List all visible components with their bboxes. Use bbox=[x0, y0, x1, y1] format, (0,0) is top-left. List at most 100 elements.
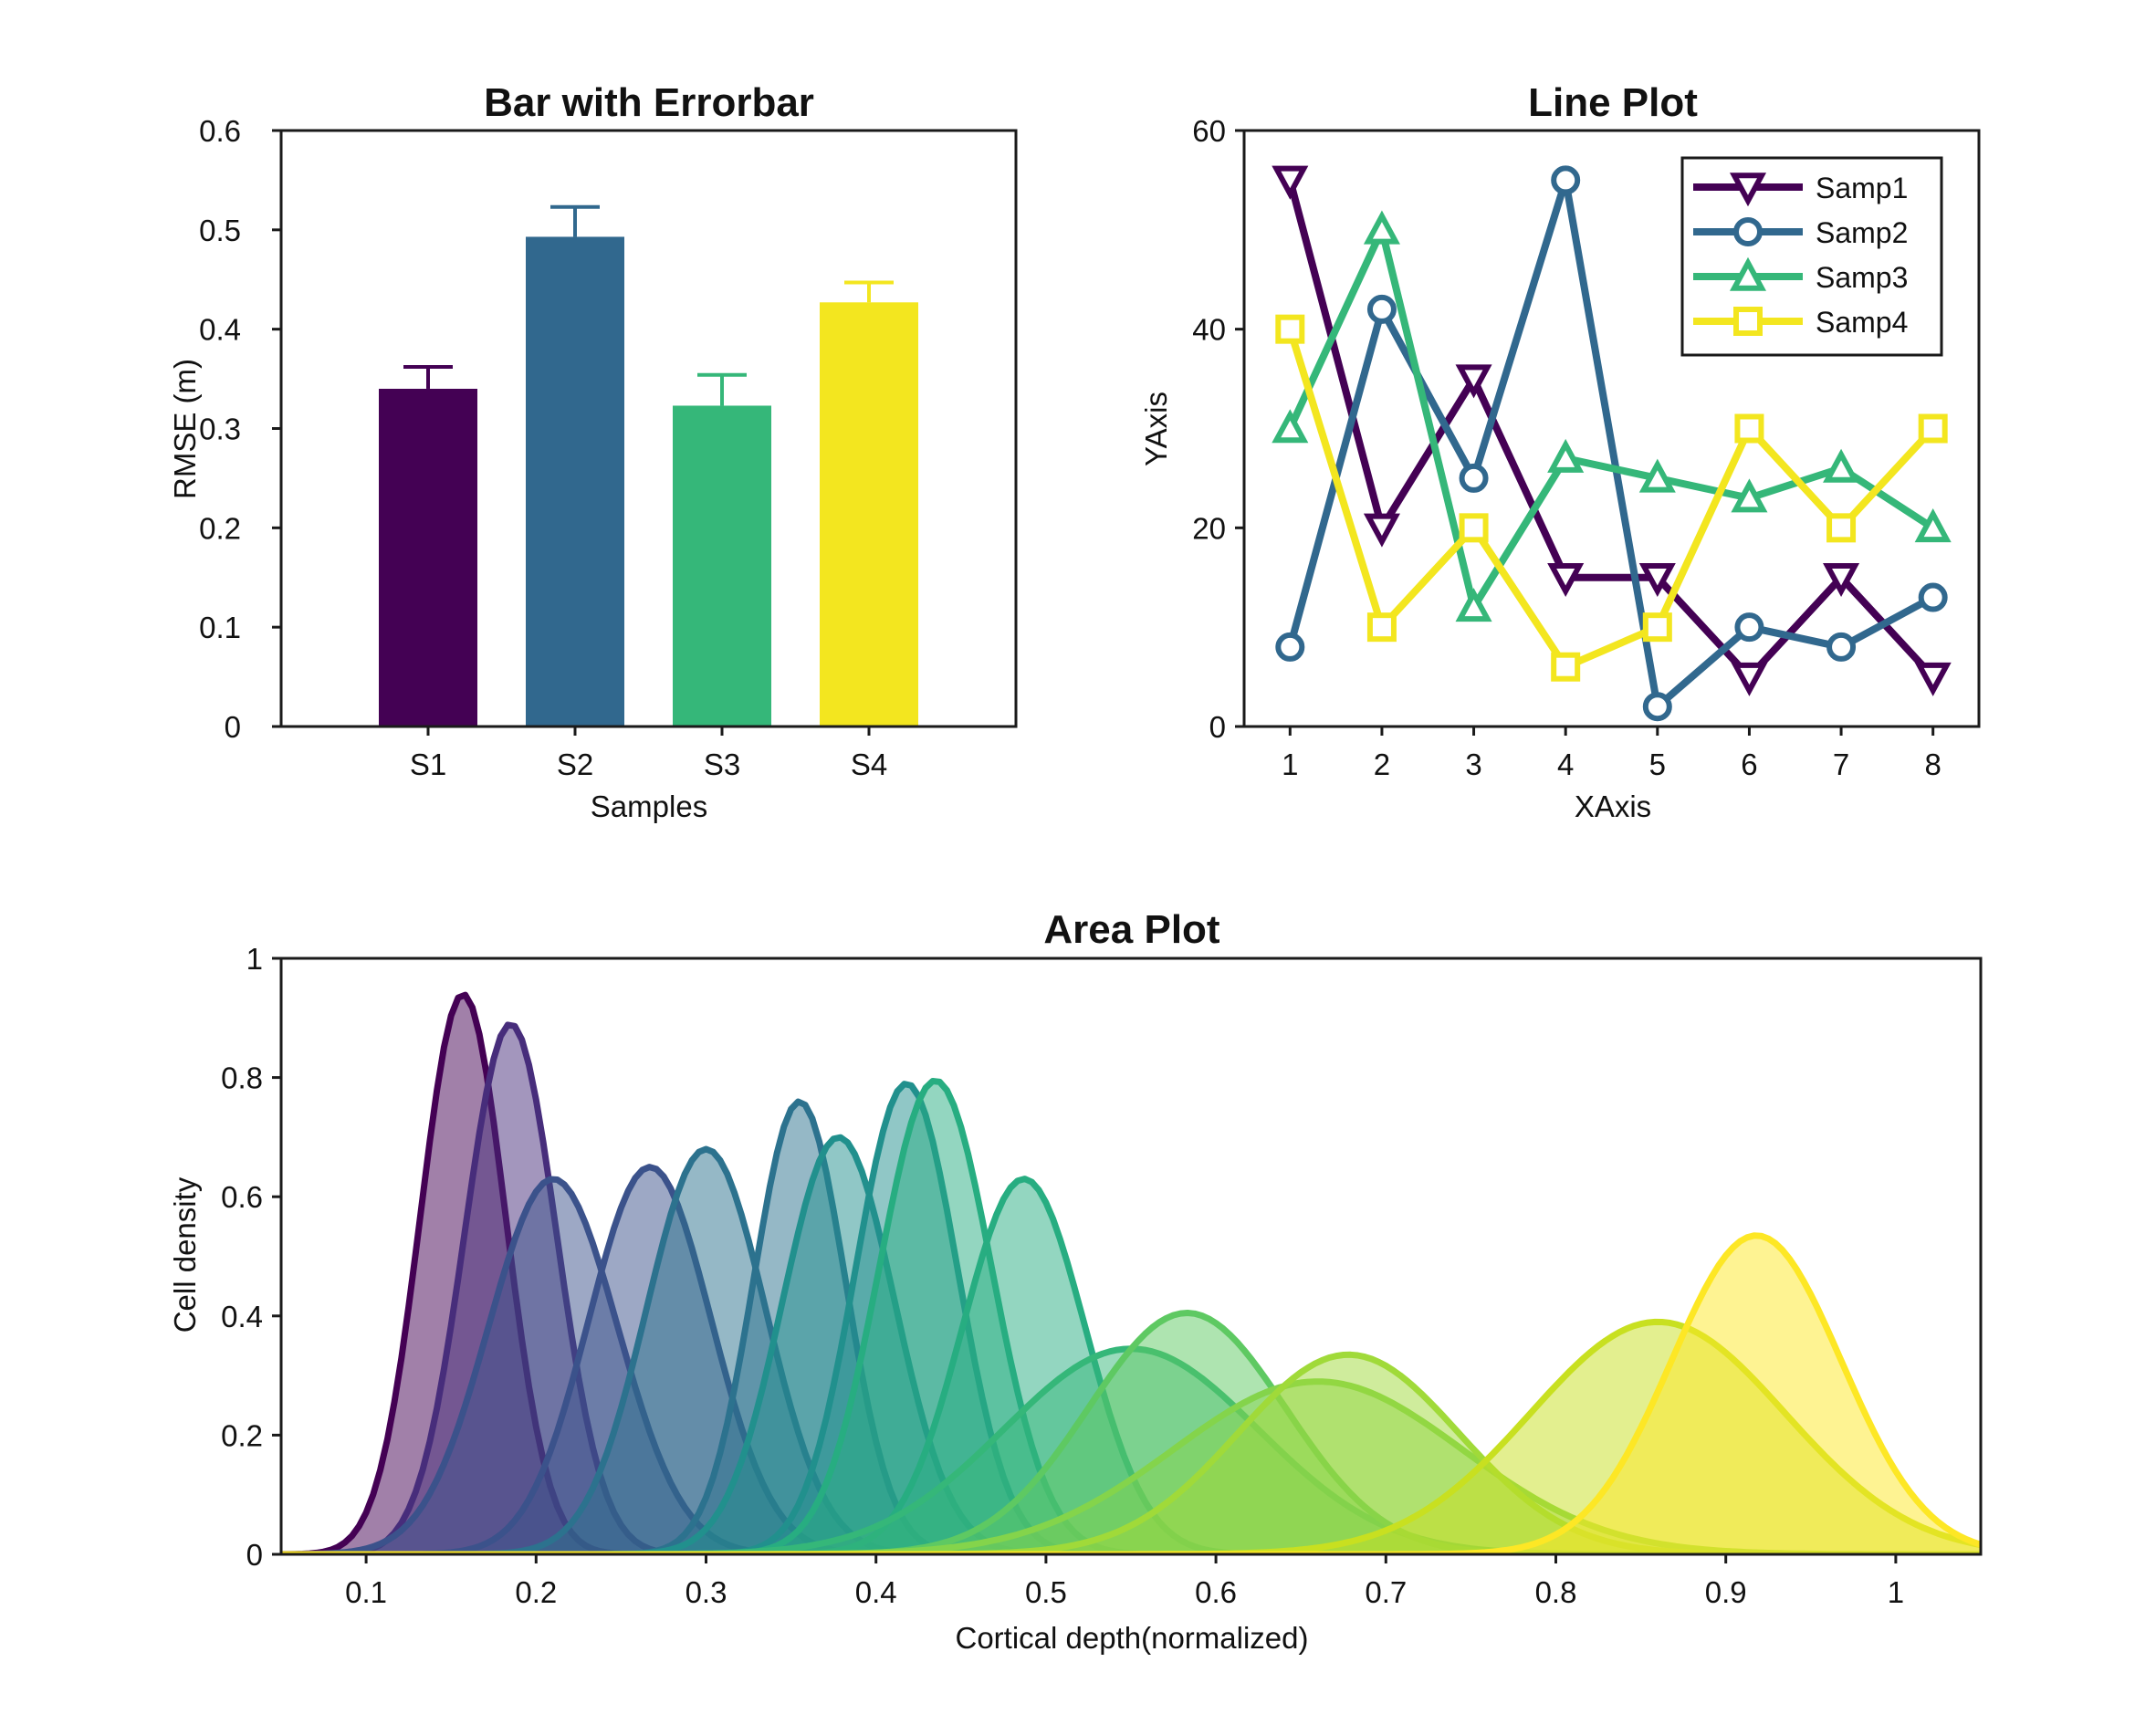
legend-marker-Samp3 bbox=[1729, 256, 1767, 291]
line-chart-ylabel: YAxis bbox=[1139, 392, 1173, 466]
bar-chart-panel: Bar with Errorbar Samples RMSE (m) S1 S2 S… bbox=[168, 80, 1018, 823]
y-tick-label: 0.6 bbox=[199, 114, 241, 148]
marker-Samp2 bbox=[1734, 612, 1764, 643]
x-tick-label: 2 bbox=[1374, 748, 1390, 781]
x-tick-label: 7 bbox=[1833, 748, 1849, 781]
legend-label-Samp3: Samp3 bbox=[1816, 261, 1908, 294]
x-tick-label-S1: S1 bbox=[410, 748, 446, 781]
y-tick-label: 0.5 bbox=[199, 214, 241, 247]
legend-label-Samp4: Samp4 bbox=[1816, 306, 1908, 339]
y-tick-label: 0.4 bbox=[199, 313, 241, 347]
marker-Samp1 bbox=[1638, 563, 1676, 598]
area-chart-xlabel: Cortical depth(normalized) bbox=[956, 1621, 1309, 1655]
area-fill-12 bbox=[281, 1312, 1981, 1554]
area-chart-ylabel: Cell density bbox=[168, 1176, 202, 1333]
x-tick-label: 4 bbox=[1557, 748, 1574, 781]
y-tick-label: 1 bbox=[246, 942, 263, 976]
marker-Samp3 bbox=[1823, 448, 1860, 483]
area-outline-3 bbox=[281, 1176, 1981, 1554]
y-tick-label: 0.2 bbox=[199, 511, 241, 545]
x-tick-label: 1 bbox=[1282, 748, 1298, 781]
y-tick-label: 0 bbox=[1209, 710, 1226, 744]
area-outline-5 bbox=[281, 1145, 1981, 1554]
area-fill-15 bbox=[281, 1322, 1981, 1554]
marker-Samp1 bbox=[1914, 662, 1952, 696]
line-chart-legend: Samp1 Samp2 Samp3 Samp4 bbox=[1680, 156, 1943, 357]
y-tick-label: 0.3 bbox=[199, 413, 241, 446]
area-chart-panel: Area Plot Cortical depth(normalized) Cel… bbox=[168, 907, 1983, 1655]
x-tick-label: 0.8 bbox=[1535, 1575, 1577, 1609]
marker-Samp2 bbox=[1459, 463, 1489, 493]
area-chart-title: Area Plot bbox=[1043, 907, 1220, 952]
x-tick-label: 3 bbox=[1465, 748, 1481, 781]
y-tick-label: 60 bbox=[1192, 114, 1226, 148]
x-tick-label: 0.6 bbox=[1195, 1575, 1237, 1609]
bar-chart-axes-frame bbox=[279, 129, 1018, 728]
area-outline-12 bbox=[281, 1310, 1981, 1554]
line-chart-axes-frame bbox=[1242, 129, 1981, 728]
legend-marker-Samp4 bbox=[1733, 307, 1763, 336]
area-fill-16 bbox=[281, 1235, 1981, 1554]
marker-Samp4 bbox=[1459, 513, 1489, 543]
bar-chart-ylabel: RMSE (m) bbox=[168, 359, 202, 499]
x-tick-label: 0.3 bbox=[686, 1575, 727, 1609]
x-tick-label: 0.7 bbox=[1365, 1575, 1407, 1609]
y-tick-label: 0 bbox=[246, 1538, 263, 1572]
marker-Samp4 bbox=[1734, 413, 1764, 444]
marker-Samp3 bbox=[1272, 409, 1309, 444]
line-Samp1 bbox=[1286, 179, 1936, 681]
marker-Samp3 bbox=[1547, 438, 1585, 473]
x-tick-label: 8 bbox=[1925, 748, 1941, 781]
y-tick-label: 40 bbox=[1192, 313, 1226, 347]
line-chart-title: Line Plot bbox=[1528, 80, 1698, 125]
legend-label-Samp1: Samp1 bbox=[1816, 172, 1908, 204]
x-tick-label: 0.4 bbox=[855, 1575, 897, 1609]
bar-chart-title: Bar with Errorbar bbox=[484, 80, 814, 125]
line-chart-panel: Line Plot XAxis YAxis 1 2 3 4 5 6 7 8 0 20 40 60 Sa… bbox=[1139, 80, 1981, 823]
marker-Samp2 bbox=[1275, 632, 1305, 662]
legend-marker-Samp2 bbox=[1733, 217, 1763, 246]
x-tick-label: 1 bbox=[1888, 1575, 1904, 1609]
y-tick-label: 0.1 bbox=[199, 611, 241, 644]
x-tick-label-S3: S3 bbox=[704, 748, 740, 781]
legend-label-Samp2: Samp2 bbox=[1816, 216, 1908, 249]
y-tick-label: 0 bbox=[225, 710, 241, 744]
marker-Samp1 bbox=[1823, 563, 1860, 598]
line-Samp4 bbox=[1286, 328, 1936, 671]
area-fill-5 bbox=[281, 1149, 1981, 1554]
x-tick-label-S4: S4 bbox=[851, 748, 887, 781]
area-chart-axes-frame bbox=[279, 957, 1983, 1556]
marker-Samp1 bbox=[1547, 563, 1585, 598]
marker-Samp1 bbox=[1363, 513, 1400, 548]
line-chart-xlabel: XAxis bbox=[1575, 789, 1651, 823]
bar-S1 bbox=[379, 388, 477, 727]
marker-Samp3 bbox=[1638, 458, 1676, 493]
x-tick-label: 5 bbox=[1649, 748, 1666, 781]
line-Samp2 bbox=[1286, 176, 1935, 711]
y-tick-label: 0.6 bbox=[221, 1180, 263, 1214]
marker-Samp1 bbox=[1272, 165, 1309, 200]
marker-Samp4 bbox=[1642, 612, 1672, 643]
marker-Samp2 bbox=[1551, 165, 1581, 195]
marker-Samp2 bbox=[1366, 294, 1397, 324]
marker-Samp3 bbox=[1455, 588, 1492, 622]
line-Samp3 bbox=[1286, 225, 1935, 612]
legend-marker-Samp1 bbox=[1729, 172, 1767, 207]
marker-Samp4 bbox=[1826, 513, 1857, 543]
area-outline-16 bbox=[281, 1232, 1981, 1554]
marker-Samp4 bbox=[1918, 413, 1948, 444]
area-outline-4 bbox=[281, 1164, 1981, 1554]
marker-Samp2 bbox=[1826, 632, 1857, 662]
marker-Samp2 bbox=[1918, 582, 1948, 612]
marker-Samp1 bbox=[1731, 662, 1768, 696]
x-tick-label-S2: S2 bbox=[557, 748, 593, 781]
marker-Samp3 bbox=[1914, 508, 1952, 543]
y-tick-label: 0.2 bbox=[221, 1418, 263, 1452]
bar-S3 bbox=[673, 405, 771, 727]
marker-Samp2 bbox=[1642, 692, 1672, 722]
x-tick-label: 0.1 bbox=[345, 1575, 387, 1609]
bar-S4 bbox=[820, 302, 918, 727]
marker-Samp3 bbox=[1363, 210, 1400, 245]
x-tick-label: 0.9 bbox=[1705, 1575, 1747, 1609]
